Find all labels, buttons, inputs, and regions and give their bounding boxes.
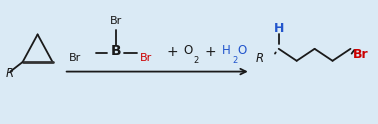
Text: +: +	[205, 45, 217, 59]
Text: R: R	[6, 67, 14, 80]
Text: 2: 2	[232, 56, 237, 65]
Text: +: +	[166, 45, 178, 59]
Text: Br: Br	[353, 48, 369, 61]
Text: Br: Br	[69, 53, 81, 63]
Text: H: H	[222, 44, 231, 57]
Text: R: R	[256, 52, 264, 65]
Text: O: O	[237, 44, 247, 57]
Text: H: H	[274, 22, 284, 35]
Text: Br: Br	[110, 16, 122, 26]
Text: 2: 2	[194, 56, 199, 65]
Text: B: B	[111, 44, 121, 58]
Text: O: O	[184, 44, 193, 57]
Text: Br: Br	[140, 53, 152, 63]
